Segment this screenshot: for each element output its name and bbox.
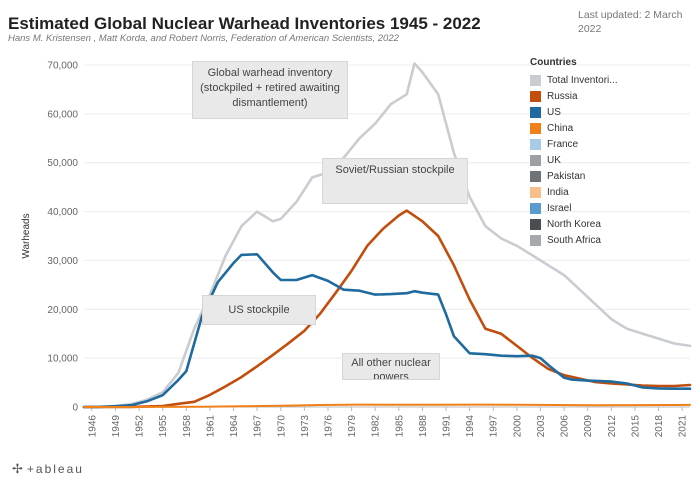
legend-label: Israel [547, 202, 572, 214]
legend-swatch [530, 154, 541, 166]
legend-swatch [530, 122, 541, 134]
legend-item[interactable]: North Korea [530, 216, 695, 232]
series-line-all-other-nuclear-powers[interactable] [83, 403, 691, 408]
y-tick-label: 0 [72, 403, 78, 414]
legend-label: Total Inventori... [547, 74, 618, 86]
legend-item[interactable]: India [530, 184, 695, 200]
annotation-us-stockpile: US stockpile [202, 295, 316, 325]
x-tick-label: 1979 [347, 415, 358, 438]
x-tick-label: 1976 [323, 415, 334, 438]
legend-label: Pakistan [547, 170, 586, 182]
legend-label: China [547, 122, 574, 134]
x-tick-label: 1955 [158, 415, 169, 438]
annotation-global-inventory: Global warhead inventory (stockpiled + r… [192, 61, 348, 119]
legend-swatch [530, 234, 541, 246]
annotation-other-powers: All other nuclear powers [342, 353, 440, 380]
x-tick-label: 2015 [630, 415, 641, 438]
legend-swatch [530, 218, 541, 230]
legend-label: UK [547, 154, 561, 166]
legend-item[interactable]: UK [530, 152, 695, 168]
chart-subtitle: Hans M. Kristensen , Matt Korda, and Rob… [8, 33, 399, 44]
x-tick-label: 1991 [442, 415, 453, 438]
legend-item[interactable]: Total Inventori... [530, 72, 695, 88]
legend-label: South Africa [547, 234, 601, 246]
series-line-total-inventories[interactable] [82, 62, 692, 409]
x-tick-label: 2009 [583, 415, 594, 438]
x-tick-label: 1967 [253, 415, 264, 438]
tableau-icon: ✢ [12, 461, 23, 476]
legend-title: Countries [530, 57, 577, 68]
legend-swatch [530, 186, 541, 198]
x-tick-label: 1952 [135, 415, 146, 438]
legend-label: US [547, 106, 561, 118]
x-tick-label: 1964 [229, 415, 240, 438]
y-axis-label: Warheads [21, 213, 32, 258]
legend-item[interactable]: China [530, 120, 695, 136]
y-tick-label: 70,000 [47, 61, 78, 72]
y-tick-label: 60,000 [47, 109, 78, 120]
y-tick-label: 50,000 [47, 158, 78, 169]
legend-swatch [530, 138, 541, 150]
x-tick-label: 1997 [489, 415, 500, 438]
legend-item[interactable]: France [530, 136, 695, 152]
legend-label: North Korea [547, 218, 601, 230]
tableau-logo[interactable]: ✢ +ableau [12, 461, 84, 477]
x-tick-label: 1994 [465, 415, 476, 438]
tableau-wordmark: +ableau [26, 462, 84, 476]
x-tick-label: 1985 [394, 415, 405, 438]
legend-item[interactable]: South Africa [530, 232, 695, 248]
legend-label: India [547, 186, 569, 198]
annotation-soviet-stockpile: Soviet/Russian stockpile [322, 158, 468, 204]
y-tick-label: 30,000 [47, 256, 78, 267]
legend-swatch [530, 170, 541, 182]
x-tick-label: 1946 [87, 415, 98, 438]
x-tick-label: 1970 [276, 415, 287, 438]
legend-swatch [530, 90, 541, 102]
legend-swatch [530, 106, 541, 118]
x-tick-label: 1988 [418, 415, 429, 438]
last-updated: Last updated: 2 March 2022 [578, 9, 683, 35]
legend-item[interactable]: Israel [530, 200, 695, 216]
legend-label: Russia [547, 90, 578, 102]
x-tick-label: 2018 [654, 415, 665, 438]
chart-title: Estimated Global Nuclear Warhead Invento… [8, 14, 481, 33]
x-tick-label: 1949 [111, 415, 122, 438]
y-tick-label: 10,000 [47, 354, 78, 365]
legend-item[interactable]: US [530, 104, 695, 120]
x-tick-label: 2021 [678, 415, 689, 438]
legend-items: Total Inventori... Russia US China France UK P… [530, 72, 695, 248]
legend: Countries Total Inventori... Russia US Chin… [530, 57, 695, 248]
x-tick-label: 1958 [182, 415, 193, 438]
legend-swatch [530, 74, 541, 86]
legend-item[interactable]: Pakistan [530, 168, 695, 184]
legend-swatch [530, 202, 541, 214]
x-tick-label: 2003 [536, 415, 547, 438]
legend-item[interactable]: Russia [530, 88, 695, 104]
x-tick-label: 1982 [371, 415, 382, 438]
legend-label: France [547, 138, 579, 150]
y-tick-label: 20,000 [47, 305, 78, 316]
x-tick-label: 2006 [560, 415, 571, 438]
x-tick-label: 2000 [512, 415, 523, 438]
x-tick-label: 1973 [300, 415, 311, 438]
x-tick-label: 1961 [205, 415, 216, 438]
x-tick-label: 2012 [607, 415, 618, 438]
y-tick-label: 40,000 [47, 207, 78, 218]
series-line-us[interactable] [82, 253, 692, 409]
